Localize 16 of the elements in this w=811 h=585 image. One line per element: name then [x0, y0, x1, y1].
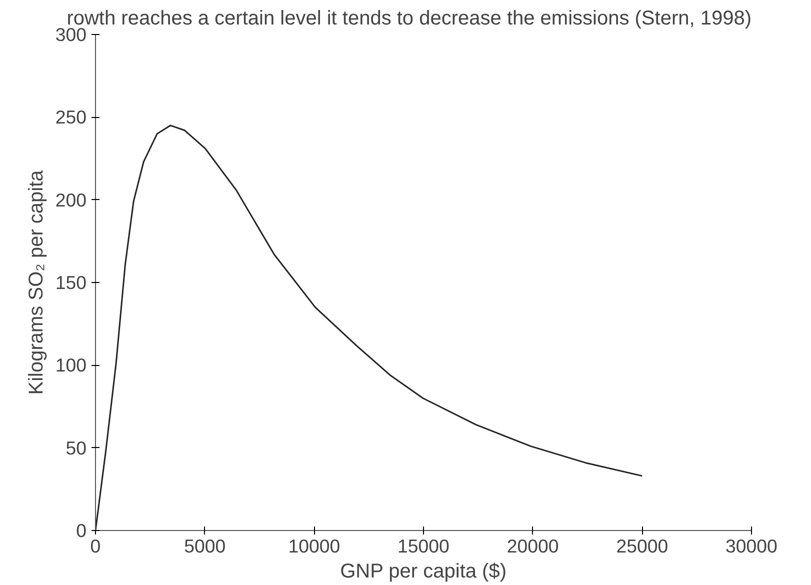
x-axis-title: GNP per capita ($): [340, 560, 507, 582]
y-axis-title: Kilograms SO₂ per capita: [25, 169, 48, 395]
line-series: [96, 124, 643, 530]
x-tick-label: 20000: [506, 536, 559, 556]
x-tick-label: 30000: [726, 536, 778, 556]
y-tick-label: 200: [55, 189, 87, 210]
y-tick-label: 100: [55, 354, 87, 376]
x-tick-label: 0: [90, 536, 101, 556]
x-tick-label: 5000: [184, 536, 226, 556]
x-tick-label: 15000: [398, 536, 450, 556]
y-tick-label: 0: [76, 520, 87, 541]
y-tick-label: 150: [55, 272, 87, 293]
x-tick-label: 25000: [616, 536, 668, 556]
y-tick-label: 50: [66, 437, 87, 458]
y-tick-label: 250: [55, 106, 87, 128]
x-tick-label: 10000: [288, 536, 340, 556]
